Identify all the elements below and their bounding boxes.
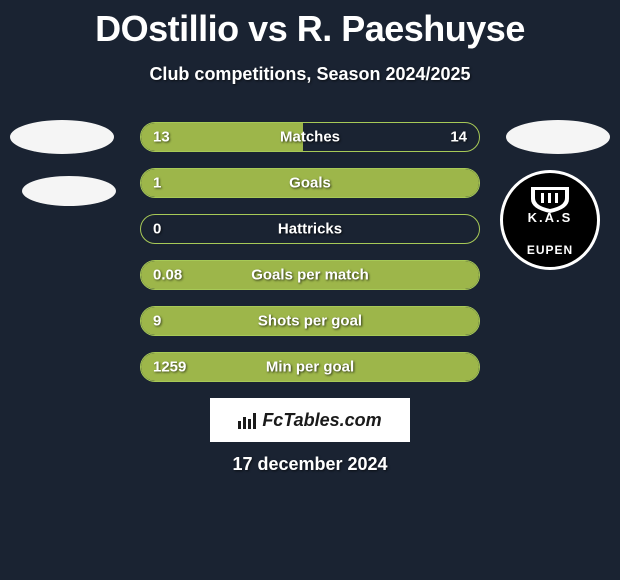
stat-row: 13 Matches 14 (140, 122, 480, 152)
stat-row: 1 Goals (140, 168, 480, 198)
stat-left-value: 1 (153, 175, 161, 192)
stat-label: Goals (289, 175, 331, 192)
crest-top-text: K.A.S (503, 210, 597, 225)
stats-container: 13 Matches 14 1 Goals 0 Hattricks 0.08 Goals per… (140, 122, 480, 398)
stat-label: Min per goal (266, 359, 354, 376)
page-subtitle: Club competitions, Season 2024/2025 (0, 64, 620, 85)
footer-date: 17 december 2024 (0, 454, 620, 475)
stat-left-value: 0 (153, 221, 161, 238)
stat-left-value: 1259 (153, 359, 186, 376)
stat-label: Hattricks (278, 221, 342, 238)
stat-row: 0.08 Goals per match (140, 260, 480, 290)
branding-text: FcTables.com (262, 410, 381, 430)
stat-label: Goals per match (251, 267, 369, 284)
stat-left-value: 0.08 (153, 267, 182, 284)
page-title: DOstillio vs R. Paeshuyse (0, 0, 620, 50)
player1-badge-top (10, 120, 114, 154)
chart-icon (238, 411, 258, 429)
stat-label: Shots per goal (258, 313, 362, 330)
stat-left-value: 9 (153, 313, 161, 330)
player2-badge-top (506, 120, 610, 154)
branding-badge[interactable]: FcTables.com (210, 398, 410, 442)
stat-label: Matches (280, 129, 340, 146)
player1-badge-bottom (22, 176, 116, 206)
stat-right-value: 14 (450, 129, 467, 146)
stat-left-value: 13 (153, 129, 170, 146)
stat-row: 9 Shots per goal (140, 306, 480, 336)
stat-row: 1259 Min per goal (140, 352, 480, 382)
crest-bottom-text: EUPEN (503, 243, 597, 257)
player2-club-crest: K.A.S EUPEN (500, 170, 600, 270)
stat-row: 0 Hattricks (140, 214, 480, 244)
